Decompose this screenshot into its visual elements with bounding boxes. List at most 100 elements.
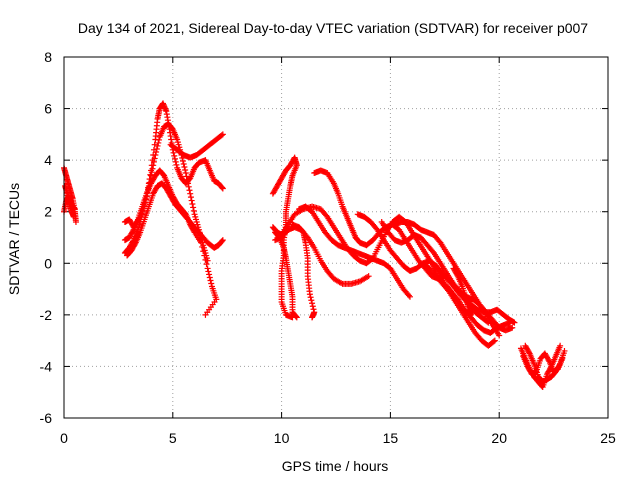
- data-point: [189, 200, 196, 207]
- data-point: [153, 145, 160, 152]
- data-point: [154, 142, 161, 149]
- x-tick-label: 20: [491, 430, 507, 446]
- data-point: [199, 243, 206, 250]
- data-point: [156, 136, 163, 143]
- data-point: [172, 158, 179, 165]
- data-point: [219, 131, 226, 138]
- data-point: [202, 311, 209, 318]
- data-point: [179, 158, 186, 165]
- data-point: [309, 303, 316, 310]
- data-point: [190, 207, 197, 214]
- data-point: [70, 213, 77, 220]
- data-point: [208, 280, 215, 287]
- data-point: [185, 180, 192, 187]
- data-point: [153, 148, 160, 155]
- data-point: [556, 362, 563, 369]
- x-tick-label: 0: [60, 430, 68, 446]
- x-axis-label: GPS time / hours: [282, 458, 389, 474]
- data-point: [406, 293, 413, 300]
- data-point: [129, 228, 136, 235]
- x-tick-label: 15: [383, 430, 399, 446]
- data-point: [429, 248, 436, 255]
- data-point: [181, 164, 188, 171]
- y-tick-label: -4: [40, 358, 53, 374]
- series-arc-b4: [124, 180, 226, 259]
- data-point: [218, 132, 225, 139]
- data-point: [150, 162, 157, 169]
- data-point: [309, 300, 316, 307]
- y-tick-label: 6: [44, 101, 52, 117]
- data-points: [61, 100, 568, 391]
- data-point: [219, 184, 226, 191]
- y-tick-label: 2: [44, 204, 52, 220]
- data-point: [171, 152, 178, 159]
- data-point: [183, 173, 190, 180]
- y-tick-label: -6: [40, 410, 53, 426]
- y-axis-label: SDTVAR / TECUs: [6, 183, 22, 295]
- data-point: [206, 274, 213, 281]
- grid-lines: [64, 57, 608, 418]
- series-arc-c10: [391, 219, 503, 339]
- data-point: [293, 313, 300, 320]
- data-point: [150, 158, 157, 165]
- data-point: [180, 161, 187, 168]
- data-point: [204, 265, 211, 272]
- data-point: [132, 240, 139, 247]
- data-point: [200, 248, 207, 255]
- data-point: [155, 139, 162, 146]
- plot-frame: [63, 56, 609, 419]
- data-point: [205, 268, 212, 275]
- data-point: [219, 185, 226, 192]
- data-point: [454, 271, 461, 278]
- series-arc-b5: [167, 131, 226, 161]
- data-point: [365, 273, 372, 280]
- data-point: [490, 338, 497, 345]
- data-point: [307, 294, 314, 301]
- data-point: [170, 149, 177, 156]
- series-arc-c12: [450, 265, 474, 318]
- data-point: [151, 155, 158, 162]
- axis-ticks: 0 5 10 15 20 25 -6 -4 -2 0 2 4 6 8: [40, 49, 616, 446]
- data-point: [151, 141, 158, 148]
- series-arc-c11: [420, 260, 498, 349]
- data-point: [187, 190, 194, 197]
- data-point: [308, 297, 315, 304]
- y-tick-label: 4: [44, 152, 52, 168]
- data-point: [184, 176, 191, 183]
- data-point: [293, 314, 300, 321]
- data-point: [198, 239, 205, 246]
- data-point: [148, 169, 155, 176]
- series-arc-c5: [289, 221, 318, 321]
- y-tick-label: 0: [44, 255, 52, 271]
- series-arc-c9: [378, 219, 516, 334]
- data-point: [152, 151, 159, 158]
- series-arc-c6: [296, 203, 413, 300]
- data-point: [525, 349, 532, 356]
- data-point: [187, 194, 194, 201]
- data-point: [496, 332, 503, 339]
- series-arc-a3: [62, 182, 77, 220]
- data-point: [202, 256, 209, 263]
- data-point: [511, 319, 518, 326]
- series-arc-d3: [522, 342, 568, 385]
- series-arc-b1: [121, 100, 226, 231]
- data-point: [171, 155, 178, 162]
- data-point: [207, 277, 214, 284]
- data-point: [173, 161, 180, 168]
- data-point: [182, 170, 189, 177]
- series-arc-c4: [272, 229, 300, 321]
- series-arc-c1: [269, 154, 300, 321]
- chart-title: Day 134 of 2021, Sidereal Day-to-day VTE…: [78, 20, 588, 36]
- data-point: [323, 212, 330, 219]
- data-point: [306, 291, 313, 298]
- data-point: [186, 187, 193, 194]
- data-point: [219, 237, 226, 244]
- data-point: [206, 271, 213, 278]
- data-point: [219, 237, 226, 244]
- y-tick-label: 8: [44, 49, 52, 65]
- data-point: [149, 165, 156, 172]
- x-tick-label: 5: [169, 430, 177, 446]
- data-point: [72, 219, 79, 226]
- data-point: [467, 311, 474, 318]
